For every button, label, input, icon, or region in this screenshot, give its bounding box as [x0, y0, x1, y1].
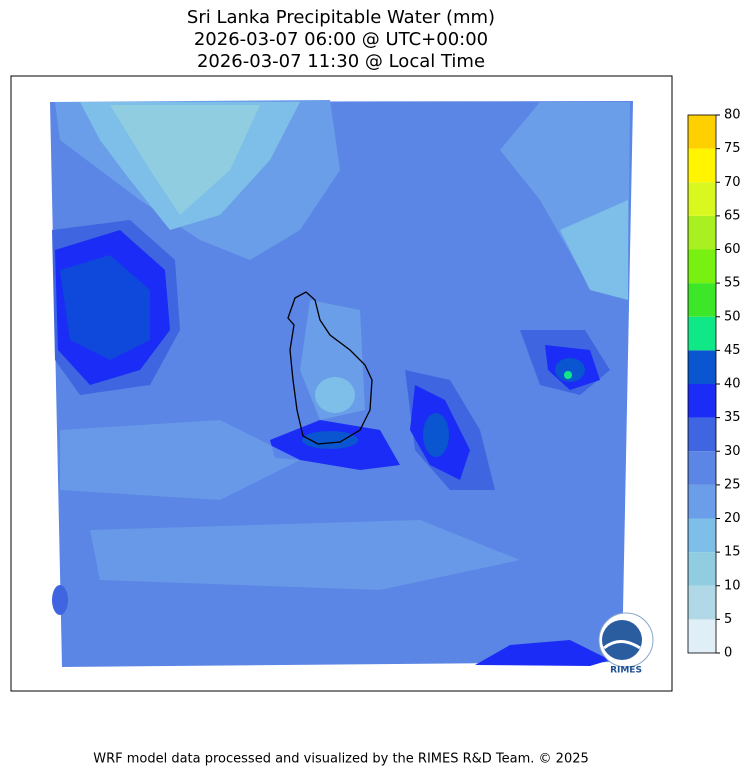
tick-label: 40: [724, 377, 741, 392]
colorbar-band: [688, 350, 716, 384]
subtitle: 2026-03-07 11:30 @ Local Time: [197, 51, 485, 72]
tick-label: 60: [724, 242, 741, 257]
tick-label: 15: [724, 545, 741, 560]
logo: RIMES: [598, 612, 654, 676]
colorbar-band: [688, 417, 716, 452]
colorbar-band: [688, 619, 716, 653]
colorbar-band: [688, 316, 716, 351]
tick-label: 70: [724, 175, 741, 190]
tick-label: 65: [724, 208, 741, 223]
tick-label: 80: [724, 108, 741, 123]
tick-label: 55: [724, 276, 741, 291]
subtitle: 2026-03-07 06:00 @ UTC+00:00: [194, 29, 488, 50]
tick-label: 30: [724, 444, 741, 459]
tick-label: 20: [724, 511, 741, 526]
tick-label: 0: [724, 646, 732, 661]
map-field: [50, 100, 633, 667]
colorbar-band: [688, 451, 716, 485]
colorbar-band: [688, 215, 716, 250]
logo-text: RIMES: [610, 666, 642, 676]
tick-label: 75: [724, 141, 741, 156]
colorbar-band: [688, 148, 716, 183]
footer: WRF model data processed and visualized …: [93, 752, 589, 767]
tick-label: 45: [724, 343, 741, 358]
colorbar-band: [688, 283, 716, 317]
tick-label: 5: [724, 612, 732, 627]
colorbar-band: [688, 182, 716, 216]
colorbar-band: [688, 585, 716, 620]
tick-label: 10: [724, 578, 741, 593]
tick-label: 50: [724, 309, 741, 324]
colorbar-band: [688, 552, 716, 586]
tick-label: 25: [724, 477, 741, 492]
coastline: [287, 291, 373, 445]
colorbar-band: [688, 249, 716, 284]
colorbar-band: [688, 484, 716, 519]
colorbar-band: [688, 384, 716, 418]
colorbar-band: [688, 115, 716, 149]
colorbar-band: [688, 518, 716, 553]
colorbar: 0 5 10 15 20 25 30 35 40 45 50 55 60 65 70 75 80: [687, 108, 741, 661]
title: Sri Lanka Precipitable Water (mm): [187, 7, 495, 28]
tick-label: 35: [724, 410, 741, 425]
